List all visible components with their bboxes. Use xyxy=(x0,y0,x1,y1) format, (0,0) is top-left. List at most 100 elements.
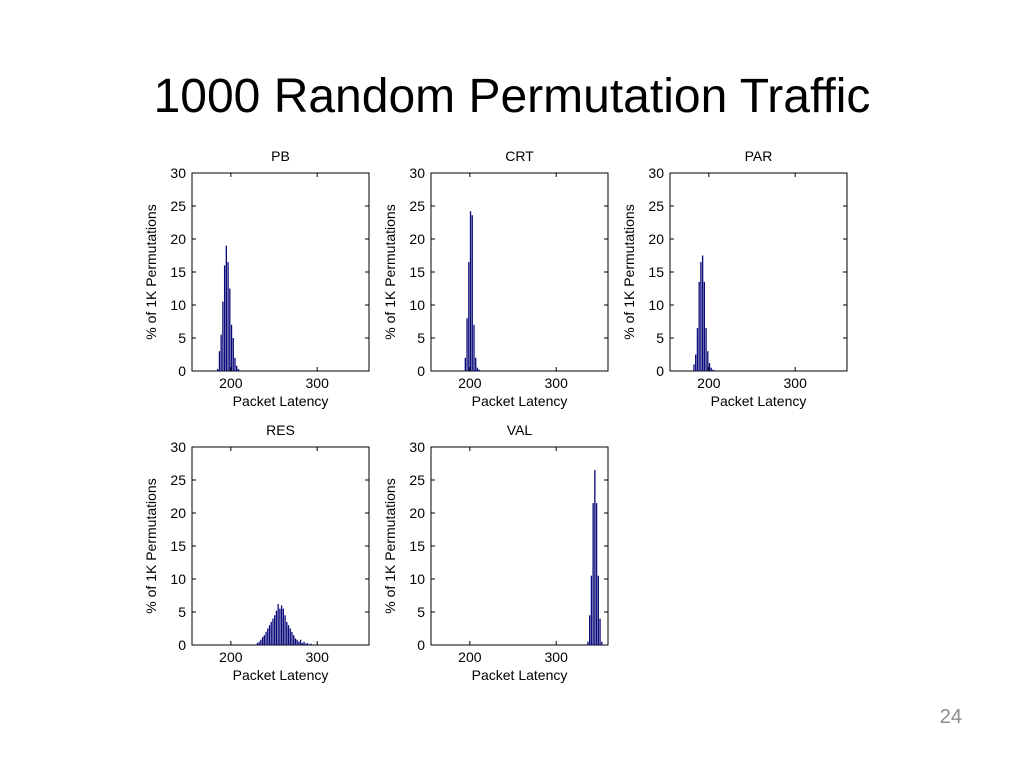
y-tick-label: 25 xyxy=(409,198,425,214)
histogram-bar xyxy=(707,351,709,371)
y-tick-label: 15 xyxy=(648,264,664,280)
x-tick-label: 300 xyxy=(545,649,569,665)
x-axis-label: Packet Latency xyxy=(472,667,568,683)
histogram-bar xyxy=(237,369,240,371)
histogram-bar xyxy=(274,615,276,645)
plot-frame xyxy=(430,446,609,646)
histogram-bar xyxy=(275,610,278,645)
histogram-bar xyxy=(239,370,241,371)
histogram-bar xyxy=(263,635,265,645)
y-tick-label: 0 xyxy=(417,363,425,379)
histogram-bar xyxy=(229,288,231,371)
histogram-bar xyxy=(590,575,593,645)
x-axis-label: Packet Latency xyxy=(472,393,568,409)
y-axis-label: % of 1K Permutations xyxy=(143,204,159,339)
y-tick-label: 10 xyxy=(648,297,664,313)
histogram-bar xyxy=(279,608,281,645)
x-tick-label: 200 xyxy=(219,649,243,665)
y-axis-label: % of 1K Permutations xyxy=(143,478,159,613)
x-tick-label: 300 xyxy=(306,375,330,391)
histogram-bar xyxy=(234,357,236,371)
histogram-bar xyxy=(597,575,599,645)
histogram-bar xyxy=(305,643,307,645)
histogram-bar xyxy=(303,641,305,645)
histogram-bar xyxy=(306,643,309,645)
histogram-bar xyxy=(473,324,475,371)
histogram-bar xyxy=(301,643,303,645)
y-tick-label: 30 xyxy=(409,165,425,181)
chart-pb: 0 5 10 15 20 25 30 200 300 PB Packet Latency % of 1… xyxy=(143,148,370,409)
chart-title: RES xyxy=(266,422,295,438)
y-tick-label: 25 xyxy=(170,198,186,214)
y-axis-label: % of 1K Permutations xyxy=(621,204,637,339)
histogram-bar xyxy=(703,281,705,371)
histogram-bar xyxy=(218,351,221,371)
histogram-bar xyxy=(294,638,297,645)
histogram-bar xyxy=(270,621,272,645)
histogram-bar xyxy=(476,367,479,371)
y-tick-label: 5 xyxy=(417,604,425,620)
histogram-bar xyxy=(258,641,260,645)
histogram-bar xyxy=(220,334,222,371)
x-tick-label: 300 xyxy=(784,375,808,391)
y-tick-label: 10 xyxy=(409,571,425,587)
y-tick-label: 30 xyxy=(409,439,425,455)
y-tick-label: 0 xyxy=(656,363,664,379)
histogram-bar xyxy=(478,369,480,371)
chart-val: 0 5 10 15 20 25 30 200 300 VAL Packet Latency % of … xyxy=(382,422,609,683)
histogram-bar xyxy=(693,364,695,371)
histogram-bar xyxy=(217,369,219,371)
chart-crt: 0 5 10 15 20 25 30 200 300 CRT Packet Latency % of … xyxy=(382,148,609,409)
y-tick-label: 15 xyxy=(170,538,186,554)
histogram-bar xyxy=(705,328,707,371)
histogram-bar xyxy=(291,631,293,645)
histogram-bar xyxy=(695,354,697,371)
y-tick-label: 20 xyxy=(409,231,425,247)
chart-title: PB xyxy=(271,148,290,164)
histogram-bar xyxy=(696,328,699,371)
histogram-bar xyxy=(310,643,312,645)
histogram-bar xyxy=(287,625,290,645)
x-tick-label: 300 xyxy=(306,649,330,665)
y-tick-label: 30 xyxy=(648,165,664,181)
histogram-bar xyxy=(277,604,279,645)
y-tick-label: 10 xyxy=(409,297,425,313)
histogram-bar xyxy=(256,643,259,645)
histogram-bar xyxy=(700,262,702,371)
y-tick-label: 5 xyxy=(178,330,186,346)
plot-frame xyxy=(669,172,848,372)
slide-title: 1000 Random Permutation Traffic xyxy=(153,70,871,123)
chart-title: PAR xyxy=(745,148,773,164)
histogram-bar xyxy=(293,635,295,645)
histogram-bar xyxy=(261,637,264,645)
y-tick-label: 0 xyxy=(178,363,186,379)
x-axis-label: Packet Latency xyxy=(233,667,329,683)
histogram-bar xyxy=(260,639,262,645)
histogram-bar xyxy=(468,262,470,371)
histogram-bar xyxy=(599,618,601,645)
histogram-bar xyxy=(225,245,227,371)
histogram-bar xyxy=(280,605,283,645)
histogram-bar xyxy=(268,625,271,645)
histogram-bar xyxy=(595,503,598,645)
histogram-bar xyxy=(712,369,714,371)
chart-title: VAL xyxy=(507,422,533,438)
y-tick-label: 25 xyxy=(409,472,425,488)
histogram-bar xyxy=(299,639,302,645)
histogram-bar xyxy=(223,265,226,371)
histogram-bar xyxy=(701,255,704,371)
y-tick-label: 30 xyxy=(170,165,186,181)
y-axis-label: % of 1K Permutations xyxy=(382,478,398,613)
x-tick-label: 200 xyxy=(458,375,482,391)
y-tick-label: 20 xyxy=(170,231,186,247)
x-tick-label: 300 xyxy=(545,375,569,391)
histogram-bar xyxy=(587,641,589,645)
y-tick-label: 20 xyxy=(409,505,425,521)
y-tick-label: 10 xyxy=(170,571,186,587)
y-tick-label: 15 xyxy=(170,264,186,280)
x-tick-label: 200 xyxy=(697,375,721,391)
chart-res: 0 5 10 15 20 25 30 200 300 RES Packet Latency % of … xyxy=(143,422,370,683)
y-tick-label: 20 xyxy=(648,231,664,247)
y-tick-label: 5 xyxy=(417,330,425,346)
